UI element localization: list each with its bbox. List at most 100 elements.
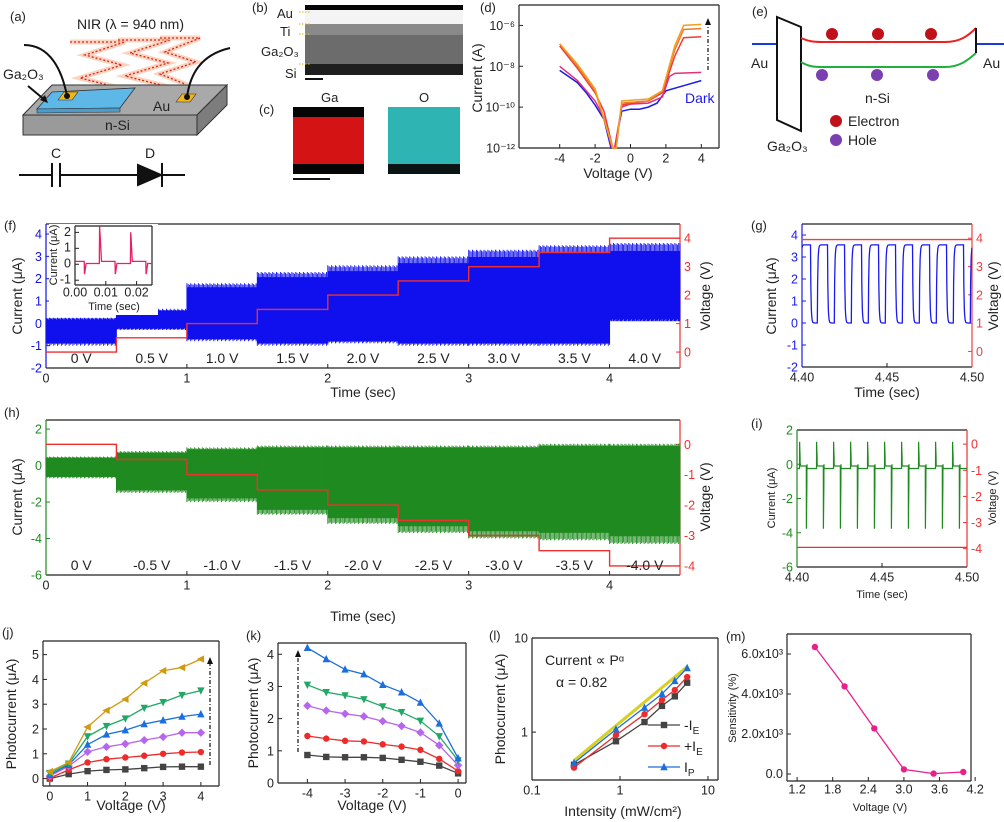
h-y-axis-title: Current (μA) [9, 458, 25, 535]
current-trace-segment [609, 443, 681, 544]
x-tick-label: -1 [415, 787, 426, 801]
x-tick-label: 0 [43, 579, 50, 593]
panel-i-label: (i) [751, 416, 763, 431]
current-trace-segment [45, 456, 117, 479]
data-point [841, 683, 848, 690]
x-tick-label: 0 [455, 787, 462, 801]
legend-hole-label: Hole [848, 132, 877, 148]
data-point [196, 655, 205, 663]
electron-icon [872, 28, 884, 40]
current-trace-segment [468, 445, 540, 539]
bias-step-label: 0.5 V [135, 350, 168, 366]
bias-step-label: -4.0 V [626, 557, 664, 573]
data-point [658, 702, 666, 710]
bias-step-label: -1.0 V [203, 557, 241, 573]
l-y-axis-title: Photocurrent (μA) [492, 654, 508, 765]
iv-curve [559, 23, 702, 149]
data-point [671, 693, 679, 700]
y-tick-label: 3 [32, 698, 39, 712]
data-point [417, 758, 424, 765]
inset-current-trace [75, 226, 152, 275]
data-point [640, 703, 649, 711]
x-tick-label: 3.6 [931, 783, 948, 797]
h-axes: 0 1 2 3 4 -6 -4 -2 0 2 -4 -3 -2 -1 0 [31, 419, 695, 593]
x-tick-label: 4.40 [785, 571, 809, 585]
data-point [303, 701, 312, 710]
si-substrate-side [196, 83, 228, 137]
x-tick-label: 0.00 [63, 286, 87, 300]
g-y2-axis-title: Voltage (V) [985, 261, 1001, 330]
current-trace-segment [115, 308, 188, 330]
x-tick-label: 1.8 [824, 783, 841, 797]
data-point [102, 730, 111, 738]
probe-wire-right [186, 47, 231, 98]
x-tick-label: 4.2 [966, 783, 983, 797]
y-tick-label: 3 [791, 251, 798, 265]
bias-step-label: -3.5 V [556, 557, 594, 573]
y-tick-label: 0 [267, 777, 274, 791]
data-point [303, 681, 312, 690]
data-point [435, 719, 443, 727]
x-tick-label: 1 [84, 790, 91, 804]
data-point [103, 766, 110, 774]
y-tick-label: 2 [786, 424, 793, 438]
data-point [612, 725, 620, 733]
data-point [178, 749, 186, 756]
data-point [454, 767, 462, 775]
voltage-step-trace [46, 237, 680, 353]
data-point [197, 748, 205, 756]
y-tick-label: 4 [267, 648, 274, 662]
legend-marker-icon [660, 762, 668, 771]
data-point [960, 768, 967, 776]
data-point [436, 762, 443, 769]
hole-icon [816, 69, 828, 81]
y2-tick-label: -4 [971, 542, 982, 556]
bias-step-label: -1.5 V [274, 557, 312, 573]
y-tick-label: -1 [60, 273, 71, 287]
data-point [379, 754, 386, 762]
data-point [360, 754, 368, 761]
probe-wire-left [23, 44, 68, 97]
x-tick-label: 2 [662, 152, 669, 166]
y-tick-label: 1 [791, 295, 798, 309]
o-map [388, 107, 460, 164]
bias-step-label: 1.5 V [276, 350, 309, 366]
x-tick-label: 4.50 [955, 571, 979, 585]
k-axes: -4 -3 -2 -1 0 0 1 2 3 4 [267, 642, 467, 801]
data-point [683, 673, 691, 681]
data-point [378, 717, 387, 726]
y-tick-label: 1 [64, 241, 71, 255]
y-tick-label: -4 [31, 532, 42, 546]
current-trace-segment [327, 265, 399, 344]
data-point [379, 680, 387, 689]
data-point [398, 743, 405, 750]
electron-icon [826, 28, 838, 40]
data-point [140, 719, 148, 728]
ga-map [293, 117, 364, 164]
dark-curve-label: Dark [685, 90, 716, 106]
data-point [121, 726, 130, 734]
current-trace-segment [609, 243, 681, 322]
x-tick-label: 4 [698, 152, 705, 166]
data-point [197, 763, 205, 770]
panel-f-label: (f) [4, 218, 16, 233]
data-point [340, 709, 350, 719]
data-point [416, 728, 425, 737]
panel-j-label: (j) [2, 625, 14, 640]
x-tick-label: 0 [46, 790, 53, 804]
x-tick-label: 2 [324, 579, 331, 593]
y2-tick-label: 0 [684, 438, 691, 452]
data-point [323, 753, 330, 761]
current-trace-segment [397, 256, 470, 346]
layer-label-si: Si [285, 66, 297, 81]
bias-step-label: -2.5 V [415, 557, 453, 573]
data-point [303, 643, 312, 652]
data-point [45, 767, 53, 776]
x-tick-label: 3.0 [895, 783, 912, 797]
au-label-right: Au [983, 55, 1000, 71]
current-trace-segment [186, 283, 258, 342]
data-point [159, 716, 167, 724]
layer-label-ga2o3: Ga₂O₃ [261, 44, 299, 59]
data-point [379, 741, 386, 748]
data-point [304, 732, 311, 740]
